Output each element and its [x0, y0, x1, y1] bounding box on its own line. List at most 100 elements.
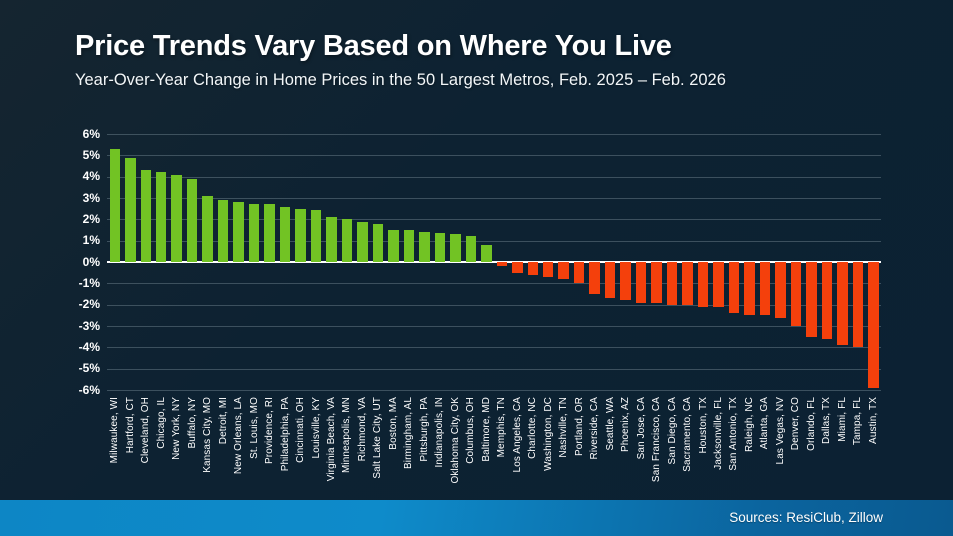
x-axis-city-label: Hartford, CT — [124, 397, 136, 454]
bar — [155, 172, 167, 262]
gridline — [107, 390, 881, 391]
x-axis-city-label: Louisville, KY — [310, 397, 322, 459]
y-axis-tick-label: 3% — [82, 190, 100, 205]
x-axis-city-label: Chicago, IL — [155, 397, 167, 449]
bar — [821, 262, 833, 339]
bar — [666, 262, 678, 305]
x-axis-city-label: Indianapolis, IN — [434, 397, 446, 468]
bar — [558, 262, 569, 280]
bar — [806, 262, 817, 337]
x-axis-city-label: Cleveland, OH — [140, 397, 152, 464]
x-axis-city-label: Detroit, MI — [217, 397, 229, 445]
gridline — [107, 176, 881, 178]
bar — [419, 232, 430, 262]
x-axis-city-label: Boston, MA — [387, 397, 399, 450]
x-axis-city-label: Milwaukee, WI — [109, 397, 121, 464]
x-axis-city-label: Tampa, FL — [852, 397, 864, 446]
bar — [496, 262, 507, 267]
x-axis-city-label: Cincinnati, OH — [295, 397, 306, 463]
x-axis-city-label: Houston, TX — [697, 397, 709, 454]
bar-chart: 6% 5% 4% 3% 2% 1% 0% -1% -2% -3% -4% -5% -6% Milwauke… — [78, 126, 881, 484]
x-axis-city-label: San Jose, CA — [635, 397, 647, 460]
x-axis-city-label: St. Louis, MO — [248, 397, 260, 459]
x-axis-city-label: Jacksonville, FL — [713, 397, 724, 470]
x-axis-city-label: Orlando, FL — [805, 397, 817, 451]
x-axis-city-label: Birmingham, AL — [403, 397, 415, 469]
y-axis-tick-label: 4% — [82, 169, 100, 184]
bar — [279, 206, 291, 262]
bar — [109, 148, 120, 262]
bar — [713, 262, 724, 307]
x-axis-city-label: Raleigh, NC — [743, 397, 755, 453]
bar — [573, 262, 585, 284]
bar — [125, 157, 136, 262]
bar — [744, 262, 755, 316]
footer-bar: Sources: ResiClub, Zillow — [0, 500, 953, 536]
x-axis-city-label: Philadelphia, PA — [279, 397, 291, 472]
page-title: Price Trends Vary Based on Where You Liv… — [75, 30, 672, 62]
bar — [868, 262, 879, 388]
gridline — [107, 240, 881, 242]
x-axis-city-label: Charlotte, NC — [527, 397, 539, 459]
y-axis-tick-label: -2% — [78, 297, 100, 312]
bar — [542, 262, 554, 277]
bar — [434, 233, 446, 262]
source-credit: Sources: ResiClub, Zillow — [729, 510, 883, 525]
bar — [481, 244, 492, 262]
bar — [728, 262, 740, 314]
gridline — [107, 198, 881, 199]
x-axis-city-label: Providence, RI — [264, 397, 275, 464]
bar — [357, 221, 368, 262]
bar — [372, 223, 384, 262]
x-axis-city-label: Washington, DC — [542, 397, 554, 471]
bar — [589, 262, 600, 294]
bar — [604, 262, 616, 299]
x-axis-city-label: Sacramento, CA — [682, 397, 693, 472]
bar — [295, 208, 306, 262]
x-axis-city-label: Riverside, CA — [589, 397, 601, 460]
bar — [186, 178, 198, 262]
bar — [775, 262, 786, 318]
x-axis-city-label: Oklahoma City, OK — [449, 397, 461, 484]
bar — [233, 202, 244, 262]
x-axis-city-label: Denver, CO — [790, 397, 802, 451]
bar — [852, 262, 863, 348]
x-axis-city-label: San Diego, CA — [666, 397, 678, 465]
bar — [759, 262, 771, 316]
bar — [450, 234, 461, 262]
x-axis-city-label: New Orleans, LA — [233, 397, 245, 475]
bar — [790, 262, 802, 326]
x-axis-city-label: Richmond, VA — [356, 397, 368, 462]
bar — [651, 262, 662, 303]
y-axis-tick-label: 6% — [82, 126, 100, 141]
y-axis-tick-label: -6% — [78, 382, 100, 397]
bar — [171, 174, 182, 262]
bar — [527, 262, 538, 275]
gridline — [107, 283, 881, 285]
gridline — [107, 155, 881, 157]
bar — [512, 262, 523, 273]
x-axis-city-label: Phoenix, AZ — [620, 397, 632, 453]
x-axis-city-label: Salt Lake City, UT — [372, 397, 384, 479]
gridline — [107, 326, 881, 327]
bar — [310, 209, 322, 262]
y-axis-tick-label: 0% — [82, 254, 100, 269]
bar — [620, 262, 631, 301]
x-axis-city-label: Baltimore, MD — [480, 397, 492, 462]
y-axis-tick-label: 5% — [82, 147, 100, 162]
bar — [465, 236, 476, 262]
bar — [202, 195, 213, 262]
bar — [264, 204, 275, 262]
x-axis-city-label: Buffalo, NY — [186, 397, 198, 449]
bar — [217, 200, 229, 262]
x-axis-city-label: Portland, OR — [573, 397, 585, 457]
x-axis-city-label: New York, NY — [171, 397, 183, 460]
bar — [635, 262, 647, 303]
bar — [341, 219, 353, 262]
x-axis-city-label: Los Angeles, CA — [511, 397, 523, 473]
bar — [388, 230, 399, 262]
y-axis-tick-label: -4% — [78, 339, 100, 354]
gridline — [107, 219, 881, 221]
y-axis-tick-label: -3% — [78, 318, 100, 333]
